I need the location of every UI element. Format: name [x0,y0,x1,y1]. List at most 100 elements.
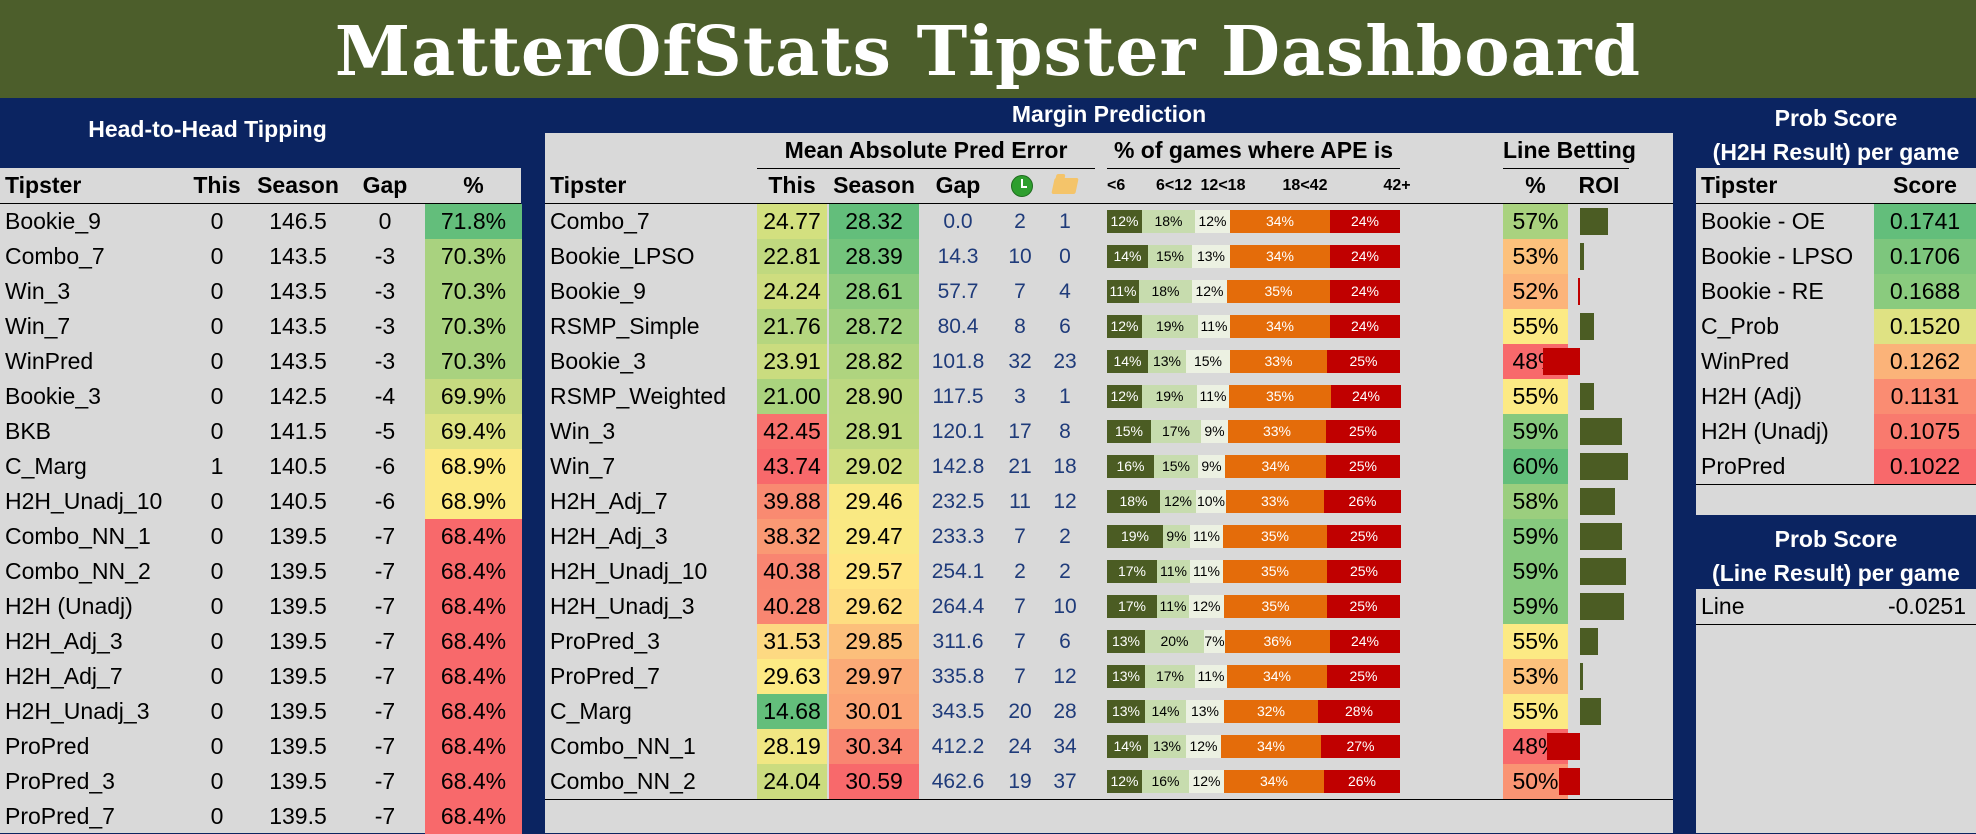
margin-count-2: 6 [1059,630,1071,653]
ape-bar-segment: 33% [1230,350,1327,373]
ape-col-lt6: <6 [1107,177,1126,194]
mape-group-header: Mean Absolute Pred Error % of games where… [545,133,1673,168]
margin-gap: 233.3 [931,525,985,548]
h2h-gap: -7 [374,733,396,759]
margin-count-1: 21 [1008,455,1032,478]
folder-tab-icon [1055,174,1066,179]
ape-bar-segment: 12% [1192,280,1227,303]
h2h-pct: 70.3% [425,239,522,274]
roi-bar [1580,488,1615,515]
h2h-tipster: Bookie_3 [5,383,101,409]
line-pct: 59% [1503,589,1568,624]
margin-this: 14.68 [757,694,827,729]
prob-line-rule [1696,624,1976,625]
margin-tipster: RSMP_Simple [550,313,700,339]
h2h-gap: -3 [374,313,396,339]
ape-bar-segment: 24% [1330,630,1400,653]
ape-bar-segment: 34% [1224,770,1324,793]
prob-score: 0.1075 [1874,414,1976,449]
margin-this: 43.74 [757,449,827,484]
ape-bar-segment: 15% [1107,420,1151,443]
h2h-tipster: H2H_Unadj_3 [5,698,150,724]
roi-bar [1580,453,1628,480]
margin-gap: 142.8 [931,455,985,478]
page-title: MatterOfStats Tipster Dashboard [334,12,1642,92]
prob-line-label: Line [1701,593,1745,619]
h2h-this: 1 [210,453,224,479]
h2h-col-gap: Gap [362,172,408,198]
prob-score: 0.1520 [1874,309,1976,344]
margin-tipster: Bookie_LPSO [550,243,695,269]
ape-bar-segment: 18% [1107,490,1160,513]
margin-count-1: 2 [1014,210,1026,233]
roi-bar [1580,208,1608,235]
margin-count-2: 8 [1059,420,1071,443]
h2h-row: H2H_Adj_7 0 139.5 -7 68.4% [0,659,522,694]
margin-row: Win_7 43.74 29.02 142.8 21 18 16% 15% 9% 34% 25% 60… [545,449,1673,484]
ape-bar-segment: 35% [1223,560,1327,583]
h2h-season: 140.5 [269,488,327,514]
margin-this: 23.91 [757,344,827,379]
roi-bar [1580,593,1624,620]
h2h-title: Head-to-Head Tipping [88,116,327,142]
h2h-season: 139.5 [269,628,327,654]
ape-bar-segment: 11% [1197,385,1229,408]
margin-season: 28.82 [829,344,919,379]
ape-bar-segment: 13% [1107,630,1145,653]
ape-bar-segment: 17% [1107,560,1157,583]
h2h-season: 139.5 [269,593,327,619]
margin-this: 24.04 [757,764,827,799]
margin-gap: 120.1 [931,420,985,443]
line-pct: 59% [1503,414,1568,449]
ape-bar-segment: 12% [1107,385,1142,408]
clock-hand-icon [1021,179,1023,187]
roi-bar [1580,313,1594,340]
h2h-pct: 68.4% [425,589,522,624]
margin-row: H2H_Unadj_10 40.38 29.57 254.1 2 2 17% 11% 11% 35… [545,554,1673,589]
margin-season: 30.59 [829,764,919,799]
prob-tipster: H2H (Adj) [1701,383,1802,409]
h2h-gap: -7 [374,803,396,829]
h2h-gap: -3 [374,278,396,304]
prob-h2h-panel: Tipster Score Bookie - OE 0.1741 Bookie - LP… [1696,168,1976,515]
margin-tipster: Bookie_9 [550,278,646,304]
h2h-this: 0 [210,348,224,374]
h2h-pct: 69.4% [425,414,522,449]
h2h-season: 140.5 [269,453,327,479]
h2h-pct: 68.9% [425,484,522,519]
margin-count-1: 17 [1008,420,1032,443]
h2h-this: 0 [210,698,224,724]
h2h-season: 146.5 [269,208,327,234]
ape-bar-segment: 34% [1230,245,1330,268]
margin-count-1: 20 [1008,700,1032,723]
h2h-row: Bookie_9 0 146.5 0 71.8% [0,204,522,239]
margin-row: H2H_Adj_7 39.88 29.46 232.5 11 12 18% 12% 10% 33%… [545,484,1673,519]
margin-tipster: RSMP_Weighted [550,383,726,409]
h2h-tipster: BKB [5,418,52,444]
margin-tipster: Win_3 [550,418,616,444]
h2h-season: 143.5 [269,278,327,304]
ape-bar-segment: 24% [1330,245,1400,268]
ape-bar-segment: 13% [1186,700,1224,723]
margin-season: 29.85 [829,624,919,659]
line-pct: 59% [1503,554,1568,589]
h2h-season: 143.5 [269,348,327,374]
roi-bar [1580,698,1601,725]
margin-season: 29.97 [829,659,919,694]
h2h-this: 0 [210,768,224,794]
margin-header-row: Tipster This Season Gap <6 6<12 12<18 18<42 42+%… [545,168,1673,203]
h2h-pct: 68.4% [425,519,522,554]
h2h-season: 139.5 [269,698,327,724]
ape-bar-segment: 18% [1142,210,1195,233]
ape-bar-segment: 33% [1228,420,1326,443]
h2h-gap: -7 [374,558,396,584]
h2h-tipster: Win_3 [5,278,71,304]
h2h-this: 0 [210,663,224,689]
margin-count-1: 7 [1014,665,1026,688]
h2h-tipster: ProPred_7 [5,803,115,829]
ape-bar-segment: 12% [1189,770,1224,793]
h2h-row: Combo_NN_1 0 139.5 -7 68.4% [0,519,522,554]
h2h-tipster: Bookie_9 [5,208,101,234]
h2h-this: 0 [210,278,224,304]
h2h-row: Combo_NN_2 0 139.5 -7 68.4% [0,554,522,589]
